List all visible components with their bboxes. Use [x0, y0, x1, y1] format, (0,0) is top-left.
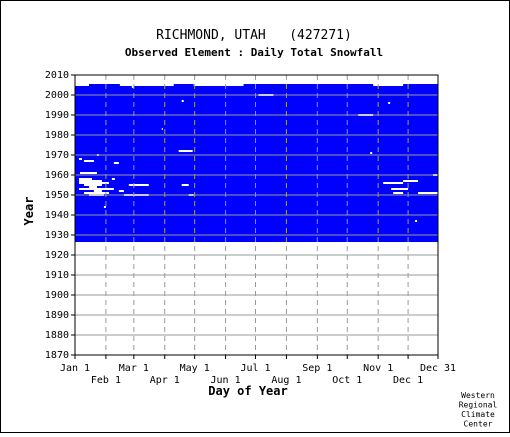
missing-data-segment: [128, 184, 149, 186]
y-tick-label: 1990: [45, 110, 69, 121]
x-tick-label: Dec 1: [393, 375, 423, 386]
x-tick-label: Dec 31: [420, 363, 456, 374]
credit-line: Center: [464, 420, 493, 429]
missing-data-segment: [118, 190, 124, 192]
x-tick-label: Sep 1: [302, 363, 332, 374]
x-tick-label: Nov 1: [363, 363, 393, 374]
missing-data-segment: [83, 192, 109, 194]
missing-data-segment: [383, 182, 404, 184]
y-tick-label: 1980: [45, 130, 69, 141]
missing-data-segment: [119, 84, 174, 86]
y-tick-label: 1940: [45, 210, 69, 221]
missing-data-segment: [111, 178, 115, 180]
missing-data-segment: [78, 158, 82, 160]
x-tick-label: Feb 1: [91, 375, 121, 386]
y-tick-label: 1950: [45, 190, 69, 201]
missing-data-segment: [78, 188, 114, 190]
x-tick-label: Aug 1: [271, 375, 301, 386]
credit-line: Climate: [461, 410, 495, 419]
missing-data-segment: [83, 184, 102, 186]
x-axis-label: Day of Year: [208, 384, 287, 398]
missing-data-segment: [391, 188, 409, 190]
y-tick-label: 2010: [45, 70, 69, 81]
chart-title: RICHMOND, UTAH (427271): [156, 28, 352, 43]
missing-data-segment: [88, 186, 97, 188]
missing-data-segment: [181, 100, 184, 102]
y-tick-label: 2000: [45, 90, 69, 101]
missing-data-segment: [78, 178, 92, 180]
y-tick-label: 1930: [45, 230, 69, 241]
y-tick-label: 1910: [45, 270, 69, 281]
credit-line: Regional: [459, 401, 498, 410]
missing-data-segment: [403, 180, 419, 182]
missing-data-segment: [78, 182, 109, 184]
missing-data-segment: [373, 84, 404, 86]
y-tick-label: 1880: [45, 330, 69, 341]
y-tick-label: 1890: [45, 310, 69, 321]
chart-subtitle: Observed Element : Daily Total Snowfall: [125, 46, 383, 59]
x-axis-ticks: Jan 1 Mar 1 May 1 Jul 1 Sep 1 Nov 1 Dec 31 Feb …: [60, 355, 456, 386]
missing-data-segment: [113, 162, 119, 164]
missing-data-segment: [78, 180, 102, 182]
y-axis-ticks: 1870 1880 1890 1900 1910 1920 1930 1940 1950 1960…: [45, 70, 75, 361]
missing-data-segment: [161, 128, 163, 130]
missing-data-segment: [75, 84, 89, 86]
x-tick-label: Jun 1: [211, 375, 241, 386]
missing-data-segment: [181, 184, 189, 186]
credit-line: Western: [461, 391, 495, 400]
missing-data-segment: [178, 150, 193, 152]
x-tick-label: May 1: [180, 363, 210, 374]
missing-data-segment: [415, 220, 418, 222]
observed-period-block: [75, 84, 438, 242]
y-tick-label: 1970: [45, 150, 69, 161]
y-tick-label: 1960: [45, 170, 69, 181]
missing-data-segment: [388, 102, 391, 104]
x-tick-label: Apr 1: [150, 375, 180, 386]
y-tick-label: 1870: [45, 350, 69, 361]
plot-area: [74, 74, 439, 356]
missing-data-segment: [103, 206, 106, 208]
missing-data-segment: [193, 84, 244, 86]
x-tick-label: Jul 1: [240, 363, 270, 374]
x-tick-label: Mar 1: [119, 363, 149, 374]
missing-data-segment: [79, 172, 97, 174]
y-tick-label: 1900: [45, 290, 69, 301]
x-tick-label: Jan 1: [60, 363, 90, 374]
x-tick-label: Oct 1: [332, 375, 362, 386]
missing-data-segment: [83, 160, 94, 162]
missing-data-segment: [93, 190, 102, 192]
missing-data-segment: [131, 86, 134, 88]
missing-data-segment: [393, 192, 404, 194]
missing-data-segment: [418, 192, 438, 194]
missing-data-segment: [370, 152, 373, 154]
y-tick-label: 1920: [45, 250, 69, 261]
y-axis-label: Year: [22, 197, 36, 226]
